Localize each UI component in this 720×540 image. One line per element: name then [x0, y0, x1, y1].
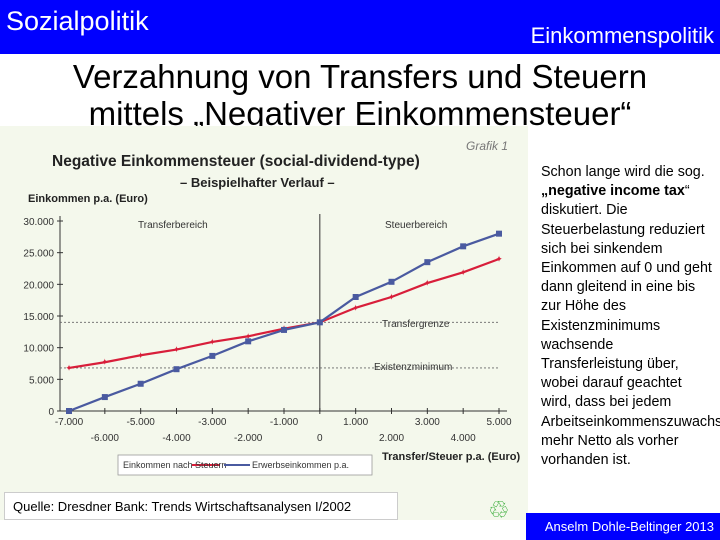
data-point-earned-income — [281, 326, 287, 333]
data-point-net-income: ✦ — [388, 292, 396, 302]
data-point-net-income: ✦ — [459, 267, 467, 277]
y-tick-label: 20.000 — [23, 280, 54, 291]
source-note: Quelle: Dresdner Bank: Trends Wirtschaft… — [4, 492, 398, 520]
data-point-net-income: ✦ — [173, 345, 181, 355]
data-point-net-income: ✦ — [65, 363, 73, 373]
data-point-earned-income — [209, 352, 216, 359]
annotation-subsistence: Existenzminimum — [374, 362, 452, 373]
x-tick-label: -4.000 — [162, 433, 191, 444]
data-point-earned-income — [316, 319, 323, 326]
y-tick-label: 5.000 — [29, 375, 54, 386]
x-tick-label: -6.000 — [91, 433, 120, 444]
y-tick-label: 15.000 — [23, 312, 54, 323]
y-tick-label: 25.000 — [23, 249, 54, 260]
data-point-earned-income — [137, 380, 144, 387]
slide-title-line2: mittels „Negativer Einkommensteuer“ — [88, 95, 632, 132]
data-point-net-income: ✦ — [209, 337, 217, 347]
x-tick-label: -1.000 — [270, 417, 299, 428]
data-point-earned-income — [460, 243, 467, 250]
section-title: Sozialpolitik — [6, 6, 149, 36]
data-point-net-income: ✦ — [495, 254, 503, 264]
explanation-part1: Schon lange wird die sog. — [541, 164, 705, 180]
topic-title: Einkommenspolitik — [530, 23, 714, 48]
series-line-net-income — [68, 257, 500, 370]
slide-title: Verzahnung von Transfers und Steuern mit… — [0, 58, 720, 132]
x-tick-label: 3.000 — [415, 417, 440, 428]
annotation-tax-region: Steuerbereich — [385, 220, 447, 231]
data-point-earned-income — [173, 366, 180, 373]
slide-title-line1: Verzahnung von Transfers und Steuern — [72, 58, 648, 95]
annotation-transfer-region: Transferbereich — [138, 220, 208, 231]
legend-net-income: Einkommen nach Steuern — [123, 460, 227, 470]
data-point-earned-income — [352, 294, 359, 300]
chart-subtitle: – Beispielhafter Verlauf – — [180, 175, 335, 190]
data-point-net-income: ✦ — [352, 303, 360, 313]
data-point-earned-income — [66, 408, 72, 414]
data-point-earned-income — [496, 230, 502, 237]
x-tick-label: 5.000 — [486, 417, 511, 428]
x-tick-label: 0 — [317, 433, 323, 444]
explanation-bold: „negative income tax — [541, 183, 685, 200]
y-tick-label: 0 — [48, 407, 54, 418]
x-axis-label: Transfer/Steuer p.a. (Euro) — [382, 451, 520, 463]
legend-earned-income: Erwerbseinkommen p.a. — [252, 460, 349, 470]
explanation-part2: “ diskutiert. Die Steuerbelastung reduzi… — [541, 183, 720, 469]
annotation-transfer-limit: Transfergrenze — [382, 319, 450, 330]
x-tick-label: 4.000 — [451, 433, 476, 444]
line-chart: Grafik 1 Negative Einkommensteuer (socia… — [23, 139, 520, 476]
x-tick-label: -7.000 — [55, 417, 84, 428]
data-point-net-income: ✦ — [424, 278, 432, 288]
grafik-label: Grafik 1 — [466, 139, 508, 153]
x-tick-label: -2.000 — [234, 433, 263, 444]
y-tick-label: 30.000 — [23, 217, 54, 228]
y-tick-label: 10.000 — [23, 344, 54, 355]
data-point-net-income: ✦ — [137, 350, 145, 360]
chart-legend: Einkommen nach Steuern Erwerbseinkommen … — [117, 454, 373, 476]
author-footer: Anselm Dohle-Beltinger 2013 — [526, 513, 720, 540]
chart-figure: Grafik 1 Negative Einkommensteuer (socia… — [0, 126, 528, 520]
recycle-icon: ♲ — [488, 497, 510, 524]
data-point-net-income: ✦ — [101, 357, 109, 367]
x-tick-label: -3.000 — [198, 417, 227, 428]
data-point-earned-income — [245, 338, 252, 345]
data-point-net-income: ✦ — [244, 331, 252, 341]
x-tick-label: 1.000 — [343, 417, 368, 428]
slide-header: Sozialpolitik Einkommenspolitik — [0, 0, 720, 54]
y-axis-label: Einkommen p.a. (Euro) — [28, 193, 148, 205]
data-point-earned-income — [101, 394, 108, 401]
explanation-text: Schon lange wird die sog. „negative inco… — [541, 163, 720, 470]
x-tick-label: -5.000 — [126, 417, 155, 428]
data-point-earned-income — [388, 278, 395, 285]
data-point-earned-income — [424, 259, 431, 266]
x-tick-label: 2.000 — [379, 433, 404, 444]
chart-title: Negative Einkommensteuer (social-dividen… — [52, 153, 420, 170]
